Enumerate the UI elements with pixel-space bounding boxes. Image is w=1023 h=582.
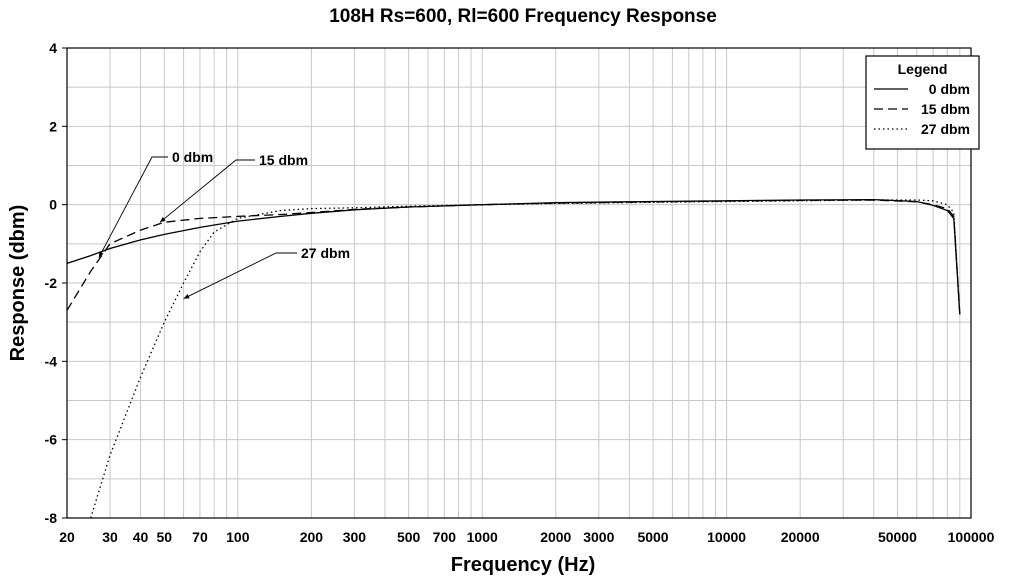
y-axis-title: Response (dbm) (7, 205, 29, 362)
x-tick-label: 30 (102, 529, 118, 545)
annotation-arrowhead (159, 216, 166, 223)
series-0-dbm-line (66, 198, 961, 315)
annotation-label: 15 dbm (259, 152, 308, 168)
annotation-15-dbm: 15 dbm (159, 152, 308, 223)
annotation-leader-line (98, 156, 168, 258)
y-tick-label: 4 (49, 40, 57, 56)
x-axis-title: Frequency (Hz) (451, 554, 595, 576)
x-tick-label: 10000 (707, 529, 746, 545)
series-group (66, 198, 961, 519)
y-tick-label: 2 (49, 118, 57, 134)
y-tick-label: -8 (45, 510, 58, 526)
x-tick-label: 1000 (467, 529, 498, 545)
series-27-dbm-line (90, 199, 961, 519)
y-tick-label: -6 (45, 432, 58, 448)
series-15-dbm-line (66, 199, 961, 315)
annotation-0-dbm: 0 dbm (98, 149, 213, 258)
y-tick-label: 0 (49, 197, 57, 213)
x-tick-label: 3000 (583, 529, 614, 545)
x-tick-label: 2000 (540, 529, 571, 545)
legend-entry-label: 15 dbm (921, 101, 970, 117)
x-tick-label: 20 (59, 529, 75, 545)
x-tick-label: 500 (397, 529, 421, 545)
x-tick-label: 20000 (781, 529, 820, 545)
annotation-label: 0 dbm (172, 149, 213, 165)
x-tick-label: 100000 (948, 529, 995, 545)
y-tick-label: -2 (45, 275, 58, 291)
annotation-arrowhead (98, 251, 104, 258)
grid (67, 48, 971, 518)
x-tick-label: 700 (433, 529, 457, 545)
annotation-27-dbm: 27 dbm (183, 245, 350, 300)
x-tick-label: 50 (156, 529, 172, 545)
annotation-arrowhead (183, 294, 190, 299)
legend-title: Legend (898, 61, 948, 77)
x-tick-label: 200 (300, 529, 324, 545)
legend-box (865, 55, 980, 150)
x-tick-label: 5000 (637, 529, 668, 545)
chart-title: 108H Rs=600, Rl=600 Frequency Response (329, 6, 717, 27)
legend-entry-label: 27 dbm (921, 121, 970, 137)
x-tick-label: 50000 (878, 529, 917, 545)
legend-entry-label: 0 dbm (929, 81, 970, 97)
x-tick-label: 300 (343, 529, 367, 545)
annotation-label: 27 dbm (301, 245, 350, 261)
annotation-leader-line (183, 252, 297, 300)
x-tick-label: 40 (133, 529, 149, 545)
annotation-leader-line (159, 159, 255, 223)
x-tick-label: 70 (192, 529, 208, 545)
legend: Legend 0 dbm 15 dbm 27 dbm (865, 55, 980, 150)
annotations: 0 dbm 15 dbm 27 dbm (98, 149, 350, 300)
x-axis-ticks: 20 30 40 50 70 100 200 300 500 700 1000 2000 3000 500… (59, 529, 994, 545)
y-tick-label: -4 (45, 353, 58, 369)
x-tick-label: 100 (226, 529, 250, 545)
y-axis-ticks: 4 2 0 -2 -4 -6 -8 (45, 40, 67, 526)
